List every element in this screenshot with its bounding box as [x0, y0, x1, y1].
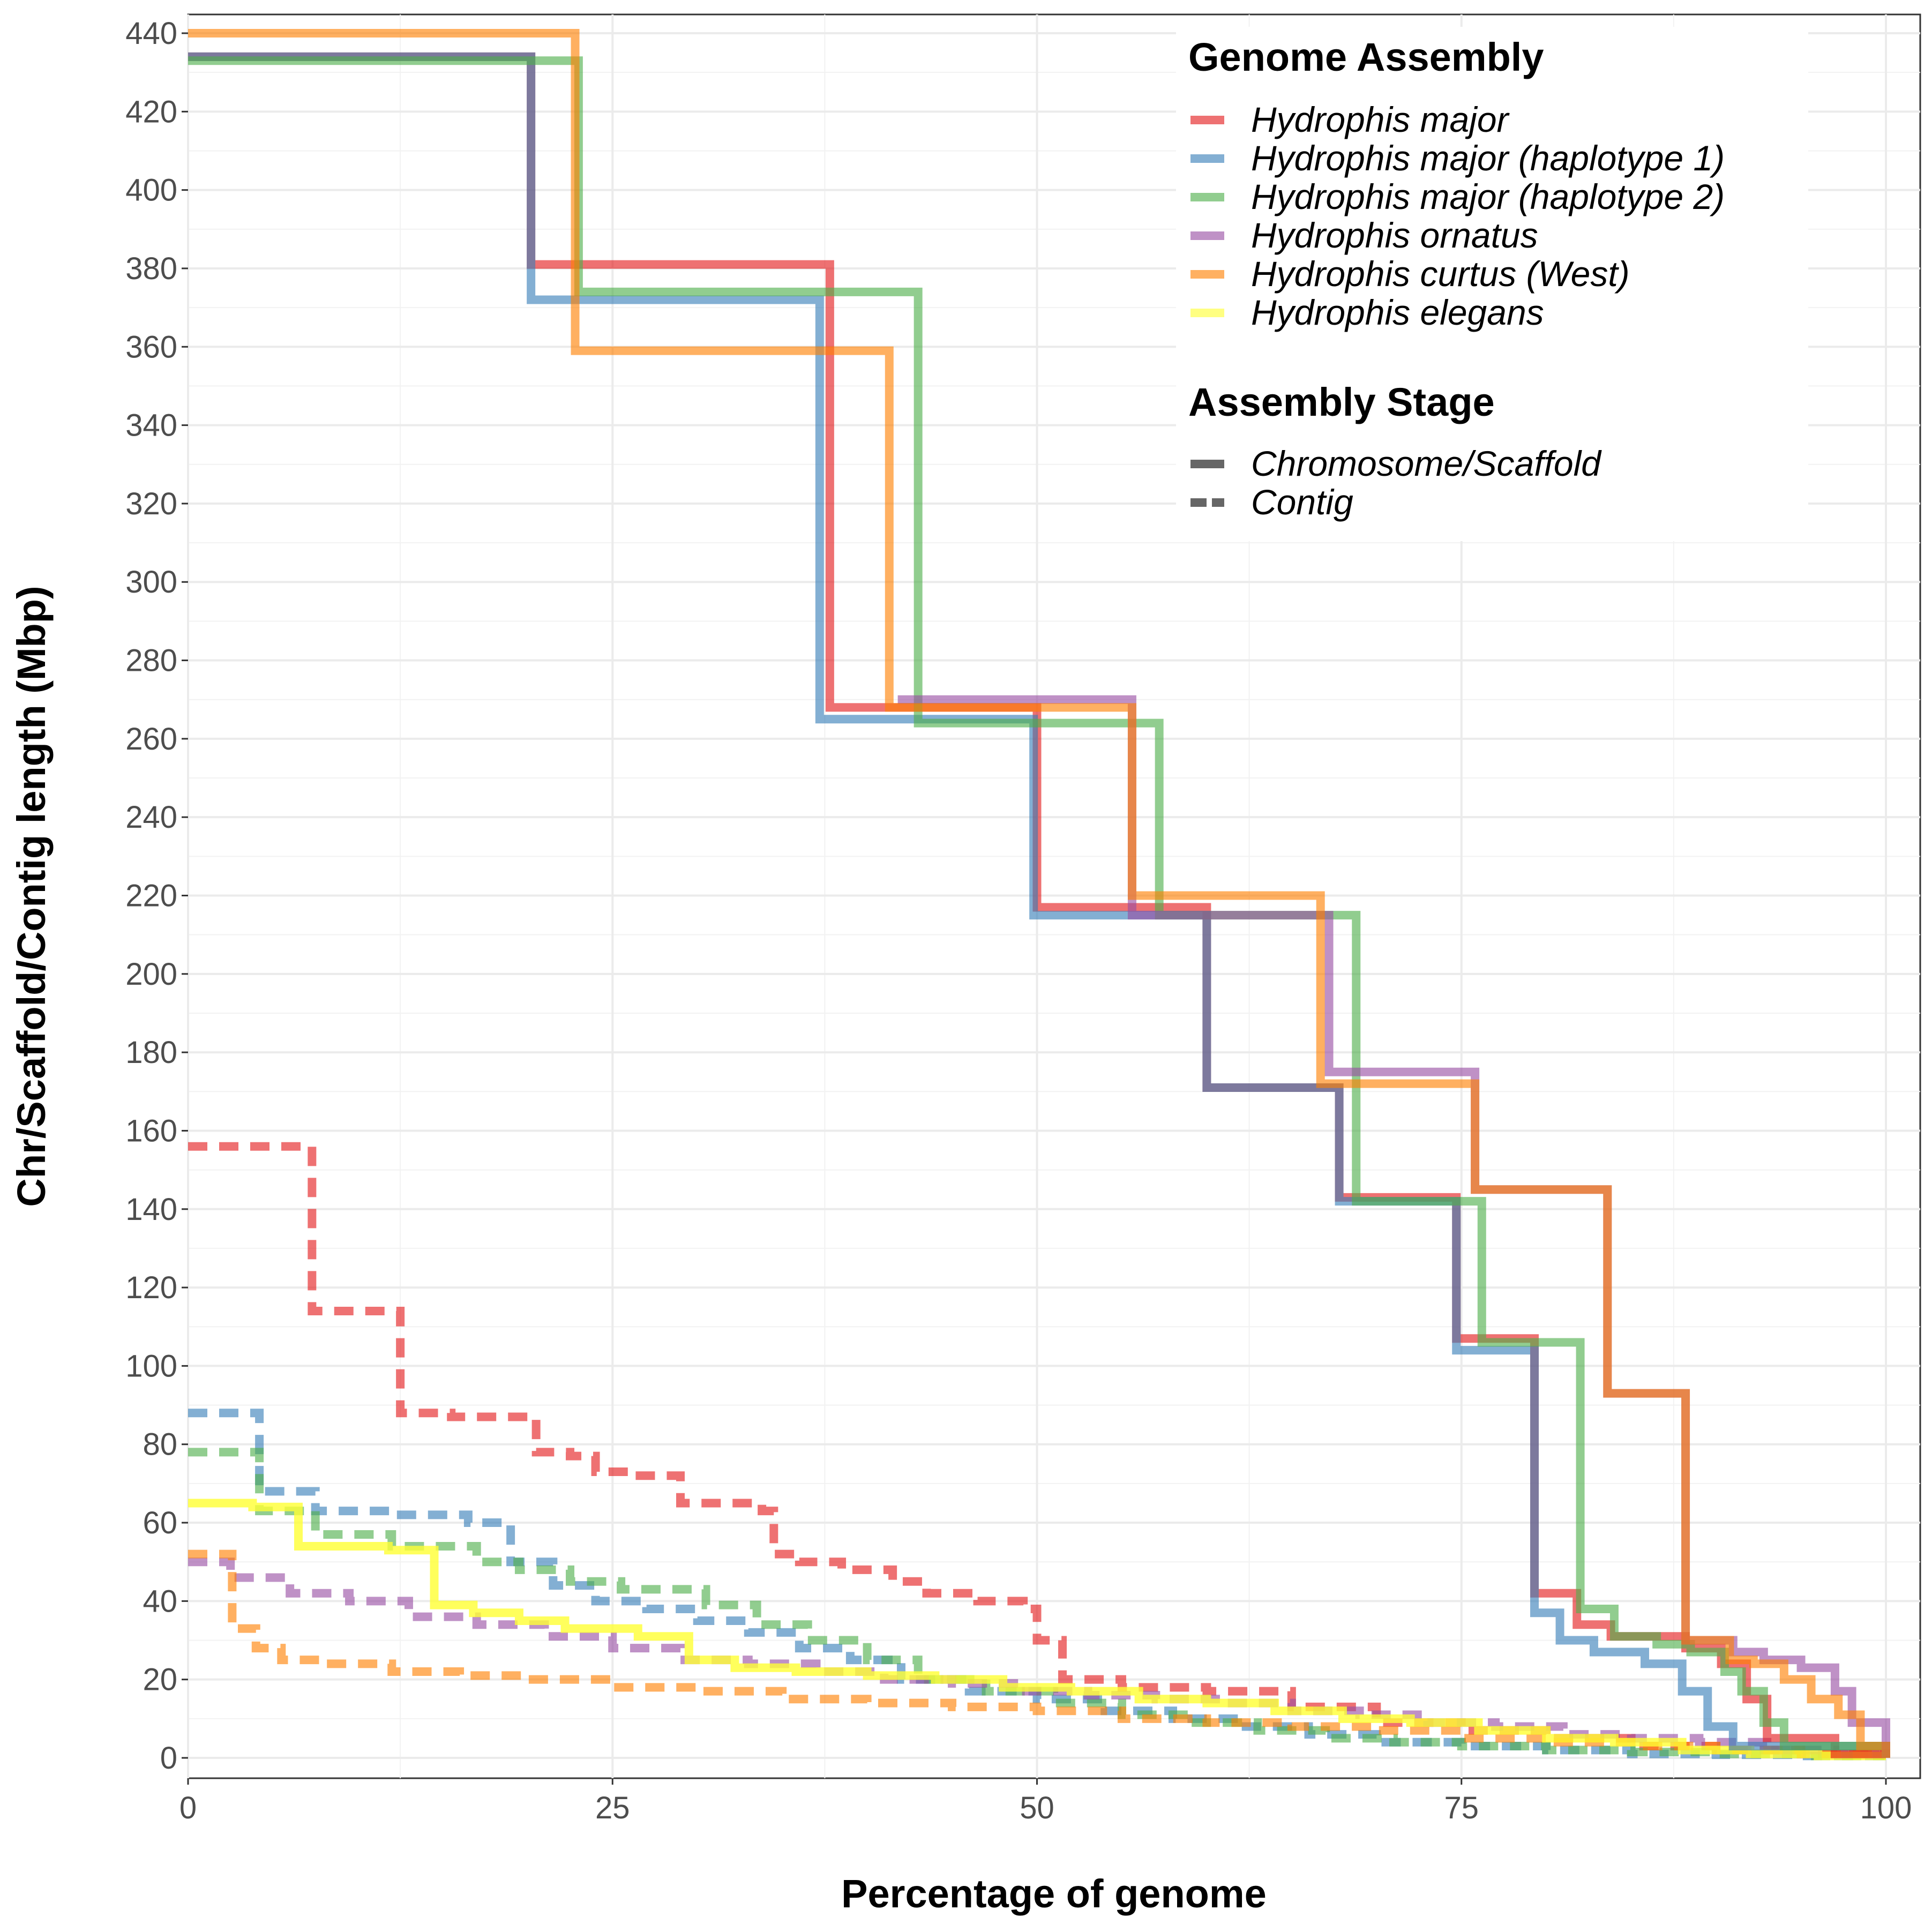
y-tick-label: 100	[125, 1349, 177, 1383]
series-line-hydrophis-curtus-west-contig	[188, 1549, 1890, 1758]
x-tick-label: 75	[1444, 1791, 1479, 1825]
legend-label: Hydrophis major (haplotype 2)	[1251, 177, 1725, 216]
x-tick-label: 0	[179, 1791, 197, 1825]
legend-label: Hydrophis major (haplotype 1)	[1251, 138, 1725, 178]
series-line-hydrophis-curtus-west	[188, 29, 1890, 1758]
y-tick-label: 120	[125, 1270, 177, 1305]
legend: Genome Assembly Hydrophis majorHydrophis…	[1176, 27, 1808, 541]
x-tick-label: 50	[1020, 1791, 1054, 1825]
y-tick-label: 360	[125, 330, 177, 364]
y-tick-label: 400	[125, 173, 177, 208]
y-tick-label: 220	[125, 879, 177, 913]
y-tick-label: 260	[125, 722, 177, 757]
x-axis-title: Percentage of genome	[841, 1871, 1267, 1916]
x-tick-label: 100	[1860, 1791, 1912, 1825]
x-tick-label: 25	[595, 1791, 630, 1825]
legend-stage-label: Chromosome/Scaffold	[1251, 444, 1602, 483]
y-tick-label: 160	[125, 1113, 177, 1148]
grid-layer	[187, 14, 1920, 1778]
y-tick-label: 300	[125, 565, 177, 600]
y-tick-label: 280	[125, 643, 177, 678]
y-tick-label: 60	[143, 1506, 177, 1540]
y-tick-label: 80	[143, 1427, 177, 1462]
y-tick-label: 200	[125, 957, 177, 992]
y-tick-label: 40	[143, 1584, 177, 1619]
series-line-hydrophis-elegans	[188, 1499, 1890, 1761]
y-tick-label: 320	[125, 486, 177, 521]
legend-stage-label: Contig	[1251, 482, 1353, 522]
y-tick-label: 340	[125, 408, 177, 443]
y-axis-title: Chr/Scaffold/Contig length (Mbp)	[9, 586, 54, 1207]
series-line-hydrophis-major-haplotype-2	[188, 56, 1890, 1758]
legend-label: Hydrophis major	[1251, 100, 1510, 139]
legend-assembly-title: Genome Assembly	[1188, 35, 1544, 79]
series-line-hydrophis-major-haplotype-2-contig	[188, 1448, 1890, 1761]
y-tick-label: 140	[125, 1192, 177, 1227]
axis-layer: 0 20 40 60 80 100 120 140 160 180 200 220 240 260 280 3…	[125, 16, 1912, 1825]
series-line-hydrophis-ornatus-contig	[188, 1557, 1890, 1758]
legend-label: Hydrophis elegans	[1251, 293, 1544, 332]
y-tick-label: 380	[125, 251, 177, 286]
y-tick-label: 20	[143, 1663, 177, 1697]
y-tick-label: 180	[125, 1035, 177, 1070]
y-tick-label: 240	[125, 800, 177, 835]
y-tick-label: 440	[125, 16, 177, 51]
y-tick-label: 420	[125, 94, 177, 129]
legend-background	[1176, 27, 1808, 541]
legend-label: Hydrophis ornatus	[1251, 215, 1538, 255]
y-tick-label: 0	[160, 1741, 177, 1776]
legend-label: Hydrophis curtus (West)	[1251, 254, 1630, 294]
series-layer	[188, 29, 1890, 1761]
legend-stage-title: Assembly Stage	[1188, 380, 1495, 424]
